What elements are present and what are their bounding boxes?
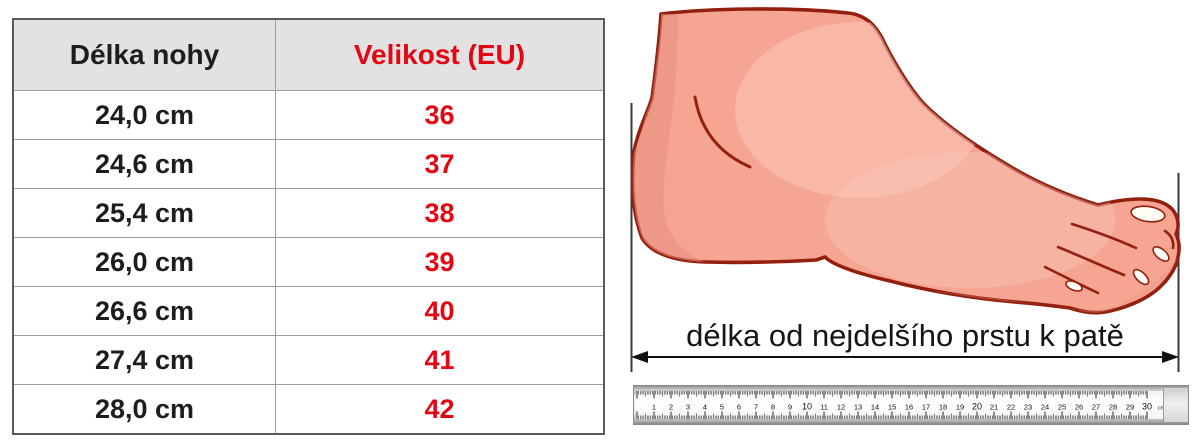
size-table-body: 24,0 cm 36 24,6 cm 37 25,4 cm 38 26,0 cm… <box>12 90 605 435</box>
table-row: 26,0 cm 39 <box>12 237 605 287</box>
table-row: 28,0 cm 42 <box>12 384 605 435</box>
svg-text:11: 11 <box>820 403 828 412</box>
svg-text:19: 19 <box>956 403 964 412</box>
svg-text:17: 17 <box>922 403 930 412</box>
svg-text:3: 3 <box>686 403 690 412</box>
ruler-image: 1 2 3 4 5 6 7 8 9 10 11 12 13 14 15 16 17 18 19 20 21 22 23 24 2… <box>633 385 1189 425</box>
toenails <box>1065 205 1170 292</box>
foot-length-cell: 24,0 cm <box>12 90 276 140</box>
svg-text:13: 13 <box>854 403 862 412</box>
svg-text:15: 15 <box>888 403 896 412</box>
svg-text:22: 22 <box>1007 403 1015 412</box>
svg-text:23: 23 <box>1024 403 1032 412</box>
svg-text:26: 26 <box>1075 403 1083 412</box>
foot-shape <box>630 7 1181 315</box>
table-row: 25,4 cm 38 <box>12 188 605 238</box>
svg-text:2: 2 <box>669 403 673 412</box>
foot-length-cell: 27,4 cm <box>12 335 276 385</box>
svg-text:5: 5 <box>720 403 724 412</box>
eu-size-cell: 37 <box>275 139 605 189</box>
foot-length-cell: 25,4 cm <box>12 188 276 238</box>
svg-text:18: 18 <box>939 403 947 412</box>
table-row: 26,6 cm 40 <box>12 286 605 336</box>
col-header-eu-size: Velikost (EU) <box>275 18 605 91</box>
svg-text:24: 24 <box>1041 403 1049 412</box>
svg-text:30: 30 <box>1142 402 1152 412</box>
col-header-foot-length: Délka nohy <box>12 18 276 91</box>
svg-text:8: 8 <box>771 403 775 412</box>
foot-length-cell: 24,6 cm <box>12 139 276 189</box>
ruler-ticks: 1 2 3 4 5 6 7 8 9 10 11 12 13 14 15 16 17 18 19 20 21 22 23 24 2… <box>636 391 1164 419</box>
eu-size-cell: 38 <box>275 188 605 238</box>
svg-text:12: 12 <box>837 403 845 412</box>
foot-length-cell: 28,0 cm <box>12 384 276 435</box>
foot-length-cell: 26,6 cm <box>12 286 276 336</box>
svg-text:28: 28 <box>1109 403 1117 412</box>
shoe-size-table: Délka nohy Velikost (EU) 24,0 cm 36 24,6… <box>12 18 605 435</box>
foot-illustration <box>630 7 1181 372</box>
table-row: 24,6 cm 37 <box>12 139 605 189</box>
table-header-row: Délka nohy Velikost (EU) <box>12 18 605 91</box>
svg-text:29: 29 <box>1126 403 1134 412</box>
eu-size-cell: 36 <box>275 90 605 140</box>
svg-text:16: 16 <box>905 403 913 412</box>
svg-text:10: 10 <box>802 402 812 412</box>
size-table-header: Délka nohy Velikost (EU) <box>12 18 605 91</box>
svg-text:14: 14 <box>871 403 879 412</box>
table-row: 27,4 cm 41 <box>12 335 605 385</box>
svg-text:21: 21 <box>990 403 998 412</box>
measurement-arrow <box>631 351 1179 363</box>
svg-text:6: 6 <box>737 403 741 412</box>
foot-length-cell: 26,0 cm <box>12 237 276 287</box>
svg-text:4: 4 <box>703 403 707 412</box>
ruler-endcap <box>1163 388 1188 422</box>
svg-text:cm: cm <box>1158 406 1164 412</box>
arrowhead-right <box>1162 351 1179 363</box>
svg-text:9: 9 <box>788 403 792 412</box>
svg-text:20: 20 <box>972 402 982 412</box>
svg-text:25: 25 <box>1058 403 1066 412</box>
svg-text:7: 7 <box>754 403 758 412</box>
arrowhead-left <box>631 351 648 363</box>
svg-text:1: 1 <box>652 403 656 412</box>
table-row: 24,0 cm 36 <box>12 90 605 140</box>
ankle-crease <box>693 95 752 169</box>
eu-size-cell: 39 <box>275 237 605 287</box>
measurement-guide-lines <box>630 103 1180 372</box>
svg-text:27: 27 <box>1092 403 1100 412</box>
eu-size-cell: 42 <box>275 384 605 435</box>
eu-size-cell: 40 <box>275 286 605 336</box>
eu-size-cell: 41 <box>275 335 605 385</box>
diagram-caption: délka od nejdelšího prstu k patě <box>686 318 1124 353</box>
